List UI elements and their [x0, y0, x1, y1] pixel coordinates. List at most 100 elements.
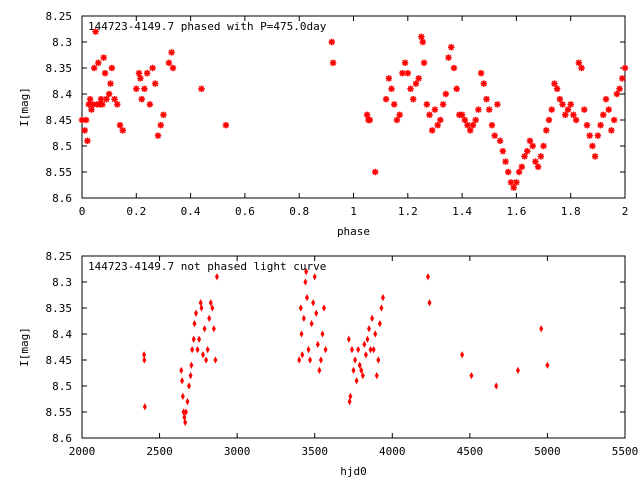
x-tick-label: 0.8: [289, 205, 309, 218]
data-point: [537, 153, 545, 160]
data-point: [195, 345, 200, 354]
data-point: [142, 351, 147, 359]
data-point: [201, 351, 206, 359]
data-point: [349, 345, 354, 354]
data-point: [299, 330, 304, 338]
data-point: [429, 127, 436, 134]
data-point: [204, 356, 209, 364]
data-point: [95, 59, 102, 66]
x-tick-label: 3500: [301, 445, 328, 458]
data-point: [515, 168, 523, 176]
data-point: [301, 314, 306, 323]
data-point: [453, 85, 460, 92]
data-point: [401, 59, 409, 66]
data-point: [328, 38, 335, 46]
data-point: [543, 127, 550, 134]
y-tick-label: 8.3: [52, 36, 72, 49]
data-point: [119, 127, 126, 134]
data-point: [548, 106, 555, 113]
data-point: [300, 351, 305, 359]
data-point: [146, 101, 154, 108]
x-tick-label: 4000: [379, 445, 406, 458]
y-tick-label: 8.25: [46, 250, 73, 263]
data-point: [608, 127, 615, 134]
data-point: [368, 345, 373, 354]
data-point: [551, 80, 558, 87]
data-point: [545, 116, 553, 124]
data-point: [439, 101, 447, 108]
x-tick-label: 4500: [457, 445, 484, 458]
data-point: [619, 75, 626, 82]
data-point: [315, 340, 320, 349]
data-point: [450, 64, 458, 72]
x-tick-label: 2000: [69, 445, 96, 458]
data-point: [534, 163, 542, 170]
data-point: [613, 90, 621, 98]
data-point: [410, 96, 417, 103]
data-point: [448, 44, 455, 51]
data-point: [477, 70, 485, 77]
data-point: [583, 122, 591, 129]
data-point: [202, 325, 207, 333]
data-point: [518, 163, 526, 170]
data-point: [371, 345, 376, 354]
y-tick-label: 8.3: [52, 276, 72, 289]
data-point: [412, 80, 420, 87]
data-point: [407, 85, 414, 92]
y-tick-label: 8.6: [52, 192, 72, 205]
data-point: [363, 111, 371, 118]
data-point: [189, 361, 194, 369]
data-point: [437, 116, 444, 124]
data-point: [185, 397, 190, 406]
data-point: [152, 80, 159, 87]
data-point: [180, 377, 185, 385]
x-tick-label: 1.6: [506, 205, 526, 218]
data-point: [320, 330, 325, 338]
data-point: [521, 153, 528, 160]
data-point: [539, 325, 544, 333]
data-point: [168, 49, 175, 56]
data-point: [198, 85, 205, 92]
data-point: [179, 366, 184, 375]
data-point: [365, 335, 370, 343]
data-point: [385, 75, 392, 82]
data-point: [135, 70, 143, 77]
data-point: [578, 64, 585, 72]
y-axis-label: I[mag]: [18, 87, 31, 127]
data-point: [211, 325, 216, 333]
data-point: [570, 111, 577, 118]
y-tick-label: 8.6: [52, 432, 72, 445]
data-point: [165, 59, 173, 66]
data-point: [469, 122, 477, 129]
data-point: [304, 267, 309, 276]
data-point: [591, 153, 599, 160]
data-point: [562, 111, 569, 118]
data-point: [597, 122, 604, 129]
x-tick-label: 0: [79, 205, 86, 218]
data-point: [426, 111, 433, 118]
data-point: [133, 85, 140, 92]
data-point: [297, 356, 302, 364]
data-point: [353, 356, 358, 364]
data-point: [460, 351, 465, 359]
data-point: [99, 101, 106, 108]
y-tick-label: 8.55: [46, 406, 73, 419]
data-point: [169, 64, 177, 72]
data-point: [581, 106, 588, 113]
data-point: [616, 85, 623, 92]
data-point: [524, 148, 531, 155]
data-point: [323, 345, 328, 354]
data-point: [586, 132, 593, 139]
x-tick-label: 1.8: [561, 205, 581, 218]
data-point: [540, 142, 547, 150]
data-point: [347, 397, 352, 406]
data-point: [103, 96, 110, 103]
data-point: [142, 403, 147, 411]
data-point: [137, 75, 144, 82]
data-point: [359, 366, 364, 375]
data-point: [191, 335, 196, 343]
x-tick-label: 5500: [612, 445, 639, 458]
data-point: [420, 59, 428, 66]
data-point: [108, 64, 116, 72]
